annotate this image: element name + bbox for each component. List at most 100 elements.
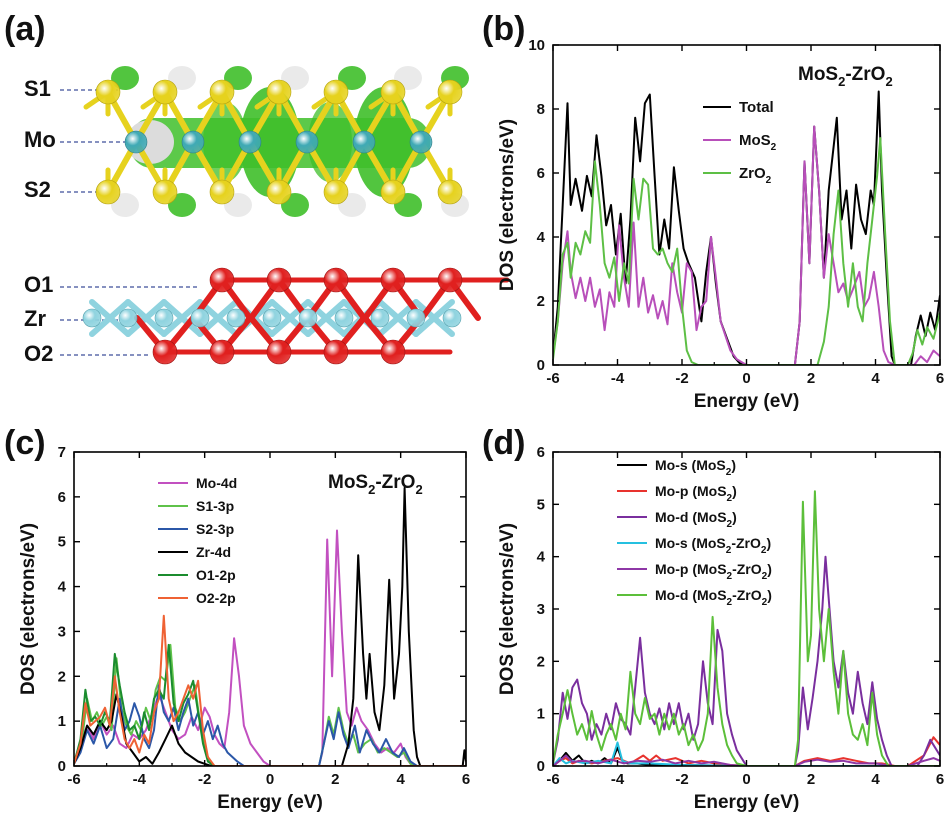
chart-c-ytick-label: 3 — [58, 623, 66, 640]
zr-atom — [154, 308, 174, 328]
chart-b-ylabel: DOS (electrons/eV) — [497, 119, 518, 291]
chart-c-legend-label-5: O1-2p — [196, 567, 236, 583]
legend-text-part: 2 — [762, 571, 768, 582]
zr-atom — [226, 308, 246, 328]
legend-text-part: MoS — [739, 132, 771, 149]
chart-c-annotation: MoS2-ZrO2 — [328, 472, 423, 497]
s-atom — [152, 79, 178, 105]
chart-d-legend-label-2: Mo-p (MoS2) — [655, 483, 737, 504]
legend-text-part: ) — [767, 561, 772, 577]
chart-d-series-line-6 — [553, 490, 940, 766]
o-atom — [209, 339, 235, 365]
chart-d-legend-label-3: Mo-d (MoS2) — [655, 509, 737, 530]
legend-text-part: 2 — [726, 545, 732, 556]
o-atom — [209, 267, 235, 293]
s-atom — [95, 179, 121, 205]
legend-text-part: ) — [732, 483, 737, 499]
legend-text-part: Zr-4d — [196, 544, 231, 560]
o-atom — [266, 267, 292, 293]
chart-b-ytick-label: 8 — [537, 101, 545, 118]
s-atom — [437, 79, 463, 105]
legend-text-part: 2 — [766, 175, 772, 186]
chart-c-ylabel: DOS (electrons/eV) — [18, 523, 39, 695]
legend-text-part: S2-3p — [196, 521, 234, 537]
zr-atom — [334, 308, 354, 328]
legend-text-part: 2 — [727, 597, 733, 608]
chart-d-xtick-label: 4 — [871, 771, 880, 788]
panel-a-structure: (a) S1 Mo S2 O1 Zr O2 — [4, 10, 510, 366]
o-atom — [380, 267, 406, 293]
panel-d-chart: (d) -6 -4 -2 0 2 4 6 0 1 2 3 4 5 6 Energy (eV) DOS (ele… — [482, 424, 944, 813]
chart-c-legend-label-4: Zr-4d — [196, 544, 231, 560]
zr-atom — [298, 308, 318, 328]
s-atom — [95, 79, 121, 105]
legend-text-part: Mo-d (MoS — [655, 587, 727, 603]
chart-d-ytick-label: 1 — [537, 706, 545, 723]
chart-b-legend-label-2: MoS2 — [739, 132, 777, 153]
chart-b-ytick-label: 4 — [537, 229, 546, 246]
chart-d-plot: -6 -4 -2 0 2 4 6 0 1 2 3 4 5 6 Energy (eV) DOS (electro… — [497, 444, 944, 813]
legend-text-part: ) — [731, 457, 736, 473]
chart-c-xtick-label: -2 — [198, 771, 211, 788]
legend-text-part: ) — [767, 587, 772, 603]
chart-b-legend-label-1: Total — [739, 99, 774, 116]
atom-label-s2: S2 — [24, 177, 51, 202]
chart-d-legend-label-1: Mo-s (MoS2) — [655, 457, 736, 478]
chart-c-xtick-label: -6 — [67, 771, 80, 788]
s-atom — [266, 179, 292, 205]
chart-d-frame — [552, 451, 941, 767]
chart-c-series-line-1 — [74, 529, 466, 766]
legend-text-part: Total — [739, 99, 774, 116]
chart-b-ytick-label: 6 — [537, 165, 545, 182]
chart-d-series-line-3 — [553, 555, 940, 766]
o-atom — [323, 267, 349, 293]
legend-text-part: 2 — [727, 571, 733, 582]
chart-c-xtick-label: 4 — [396, 771, 405, 788]
chart-c-xlabel: Energy (eV) — [217, 792, 323, 813]
chart-c-xtick-label: 6 — [462, 771, 470, 788]
chart-c-ytick-label: 6 — [58, 489, 66, 506]
o-atom — [266, 339, 292, 365]
mo-atom — [124, 130, 148, 154]
chart-d-xtick-label: 2 — [807, 771, 815, 788]
zr-atom — [370, 308, 390, 328]
legend-text-part: ZrO — [739, 165, 766, 182]
atom-label-mo: Mo — [24, 127, 56, 152]
chart-c-ytick-label: 2 — [58, 668, 66, 685]
chart-c-series-group — [74, 486, 466, 766]
legend-text-part: ) — [732, 509, 737, 525]
chart-c-ytick-label: 7 — [58, 444, 66, 461]
chart-c-ytick-label: 1 — [58, 713, 66, 730]
legend-text-part: O1-2p — [196, 567, 236, 583]
s-atom — [380, 79, 406, 105]
chart-c-series-line-6 — [74, 614, 466, 766]
legend-text-part: 2 — [727, 493, 733, 504]
legend-text-part: 2 — [726, 467, 732, 478]
chart-b-ytick-label: 2 — [537, 293, 545, 310]
legend-text-part: ) — [766, 535, 771, 551]
chart-b-series-group — [553, 90, 940, 365]
zr-atom — [406, 308, 426, 328]
chart-b-ytick-label: 0 — [537, 357, 545, 374]
s-atom — [380, 179, 406, 205]
chart-d-ytick-label: 4 — [537, 549, 546, 566]
density-lobe — [168, 66, 196, 90]
chart-d-xlabel: Energy (eV) — [694, 792, 800, 813]
density-lobe — [111, 66, 139, 90]
chart-d-ytick-label: 0 — [537, 758, 545, 775]
panel-label-c: (c) — [4, 424, 46, 462]
legend-text-part: -ZrO — [732, 587, 762, 603]
zr-atom — [82, 308, 102, 328]
chart-b-series-line-3 — [553, 137, 940, 365]
chart-d-xtick-label: 6 — [936, 771, 944, 788]
chart-d-xtick-label: -4 — [611, 771, 625, 788]
s-atom — [437, 179, 463, 205]
chart-b-xlabel: Energy (eV) — [694, 391, 800, 412]
chart-d-xtick-label: 0 — [742, 771, 750, 788]
panel-label-a: (a) — [4, 10, 46, 48]
mo-atom — [238, 130, 262, 154]
chart-b-annotation: MoS2-ZrO2 — [798, 64, 893, 89]
atom-label-zr: Zr — [24, 306, 46, 331]
legend-text-part: Mo-d (MoS — [655, 509, 727, 525]
chart-d-series-group — [553, 490, 940, 766]
